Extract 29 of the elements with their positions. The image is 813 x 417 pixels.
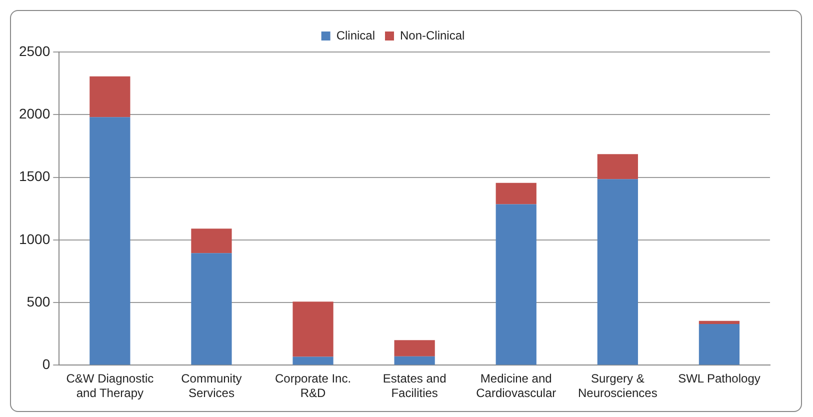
y-tick-label: 1000: [18, 230, 50, 247]
bar: [90, 76, 130, 118]
bar: [496, 204, 536, 365]
bar: [292, 302, 334, 357]
y-tick-label: 1500: [18, 168, 50, 184]
x-tick-label: Estates and Facilities: [382, 372, 446, 400]
bar: [90, 117, 130, 365]
bar: [394, 356, 435, 365]
bar: [191, 228, 232, 254]
bar: [496, 182, 536, 204]
bar: [191, 253, 232, 365]
x-tick-label: SWL Pathology: [678, 372, 760, 386]
x-tick-label: Surgery & Neurosciences: [578, 372, 658, 400]
y-tick-label: 2500: [18, 42, 50, 59]
y-tick-label: 2000: [18, 106, 50, 122]
x-tick-label: Corporate Inc. R&D: [275, 372, 352, 400]
y-tick-label: 500: [26, 293, 50, 310]
bar: [597, 179, 638, 365]
x-tick-label: C&W Diagnostic and Therapy: [66, 372, 154, 400]
x-tick-label: Medicine and Cardiovascular: [476, 372, 556, 400]
bar: [292, 356, 334, 365]
bar: [698, 320, 740, 324]
y-tick-label: 0: [42, 356, 50, 372]
bar: [394, 340, 435, 356]
bar: [698, 324, 740, 365]
bar: [597, 154, 638, 180]
legend-label: Non-Clinical: [400, 28, 465, 42]
legend-label: Clinical: [336, 28, 376, 42]
x-tick-label: Community Services: [181, 372, 242, 400]
